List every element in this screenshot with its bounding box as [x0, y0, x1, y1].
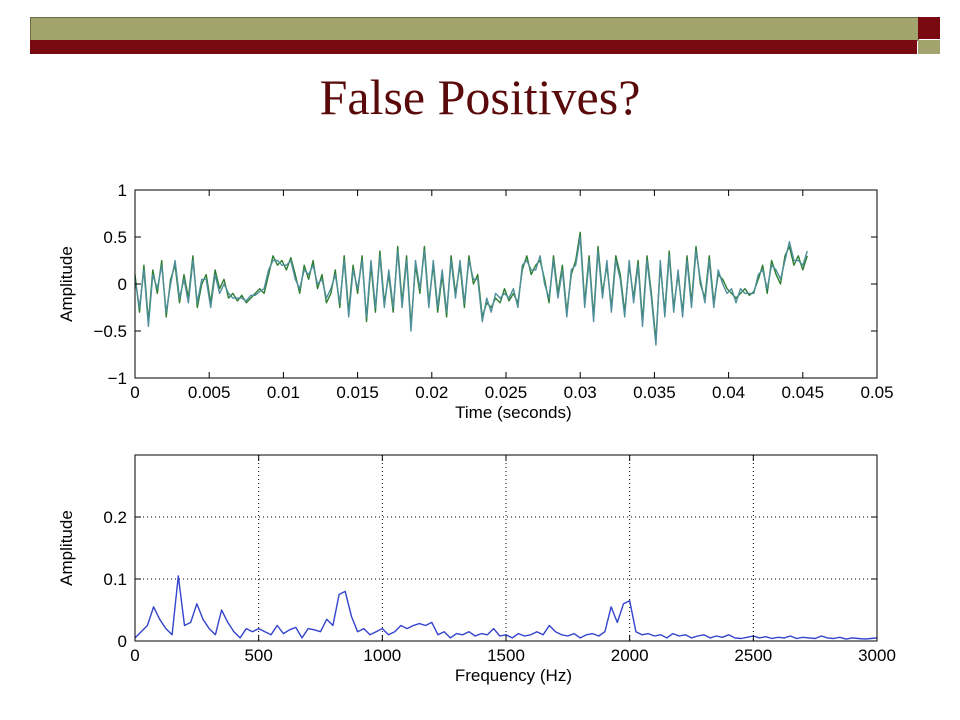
frequency-spectrum-chart: 0 500 1000 1500 2000 2500 3000 0 0.1 0.2 Frequency…	[57, 454, 896, 685]
x-tick-label: 0.015	[336, 383, 379, 402]
x-tick-label: 1000	[363, 646, 401, 665]
y-tick-label: 0	[118, 275, 127, 294]
x-tick-label: 0.035	[633, 383, 676, 402]
x-tick-label: 1500	[487, 646, 525, 665]
header-corner-maroon-square	[918, 17, 940, 39]
x-tick-label: 0.03	[564, 383, 597, 402]
x-axis-label: Time (seconds)	[455, 403, 572, 422]
header-maroon-bar	[30, 40, 917, 54]
x-tick-label: 2000	[611, 646, 649, 665]
x-tick-label: 0.005	[188, 383, 231, 402]
page-title: False Positives?	[319, 69, 641, 125]
y-tick-label: 0	[118, 632, 127, 651]
x-tick-label: 0.045	[782, 383, 825, 402]
y-tick-label: 1	[118, 181, 127, 200]
x-tick-label: 0.01	[267, 383, 300, 402]
y-tick-label: −0.5	[93, 322, 127, 341]
x-tick-label: 0	[130, 646, 139, 665]
y-tick-label: 0.1	[103, 570, 127, 589]
y-axis-label: Amplitude	[57, 246, 76, 322]
x-tick-label: 2500	[734, 646, 772, 665]
x-tick-label: 0.025	[485, 383, 528, 402]
x-tick-label: 3000	[858, 646, 896, 665]
x-tick-label: 0	[130, 383, 139, 402]
y-axis-label: Amplitude	[57, 510, 76, 586]
x-tick-label: 0.05	[860, 383, 893, 402]
x-tick-label: 0.02	[415, 383, 448, 402]
x-tick-label: 0.04	[712, 383, 745, 402]
time-domain-chart: 0 0.005 0.01 0.015 0.02 0.025 0.03 0.035 0.04 0.0…	[57, 181, 894, 422]
y-tick-label: 0.5	[103, 228, 127, 247]
x-axis-label: Frequency (Hz)	[455, 666, 572, 685]
y-tick-label: −1	[108, 369, 127, 388]
header-corner-olive-square	[918, 40, 940, 54]
series-line-1	[134, 236, 808, 346]
y-tick-label: 0.2	[103, 508, 127, 527]
x-tick-label: 500	[244, 646, 272, 665]
